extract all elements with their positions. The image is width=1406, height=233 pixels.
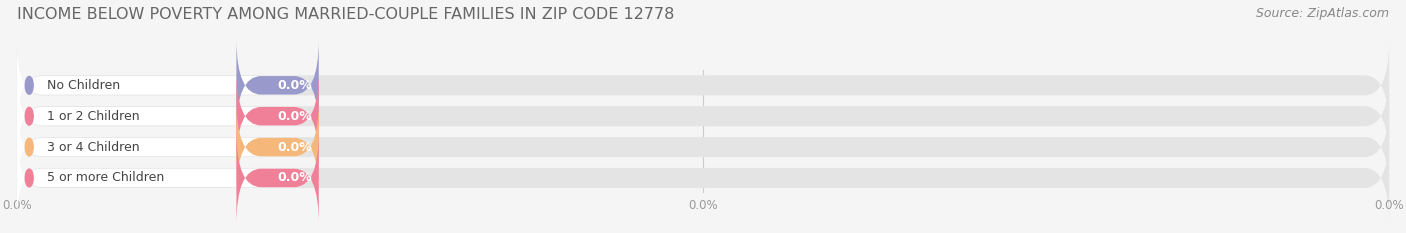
FancyBboxPatch shape (17, 101, 319, 193)
Text: 0.0%: 0.0% (277, 140, 312, 154)
Text: No Children: No Children (46, 79, 120, 92)
Circle shape (25, 169, 34, 187)
FancyBboxPatch shape (17, 70, 319, 163)
Text: INCOME BELOW POVERTY AMONG MARRIED-COUPLE FAMILIES IN ZIP CODE 12778: INCOME BELOW POVERTY AMONG MARRIED-COUPL… (17, 7, 675, 22)
FancyBboxPatch shape (17, 102, 1389, 193)
FancyBboxPatch shape (17, 39, 319, 132)
FancyBboxPatch shape (17, 71, 1389, 162)
Text: 0.0%: 0.0% (277, 110, 312, 123)
FancyBboxPatch shape (236, 101, 319, 193)
Text: Source: ZipAtlas.com: Source: ZipAtlas.com (1256, 7, 1389, 20)
FancyBboxPatch shape (236, 70, 319, 163)
Text: 1 or 2 Children: 1 or 2 Children (46, 110, 139, 123)
Text: 5 or more Children: 5 or more Children (46, 171, 165, 185)
Circle shape (25, 76, 34, 94)
Circle shape (25, 107, 34, 125)
FancyBboxPatch shape (236, 39, 319, 132)
Text: 0.0%: 0.0% (277, 171, 312, 185)
Text: 0.0%: 0.0% (277, 79, 312, 92)
Text: 3 or 4 Children: 3 or 4 Children (46, 140, 139, 154)
FancyBboxPatch shape (17, 132, 319, 224)
FancyBboxPatch shape (17, 40, 1389, 131)
FancyBboxPatch shape (236, 132, 319, 224)
Circle shape (25, 138, 34, 156)
FancyBboxPatch shape (17, 132, 1389, 223)
